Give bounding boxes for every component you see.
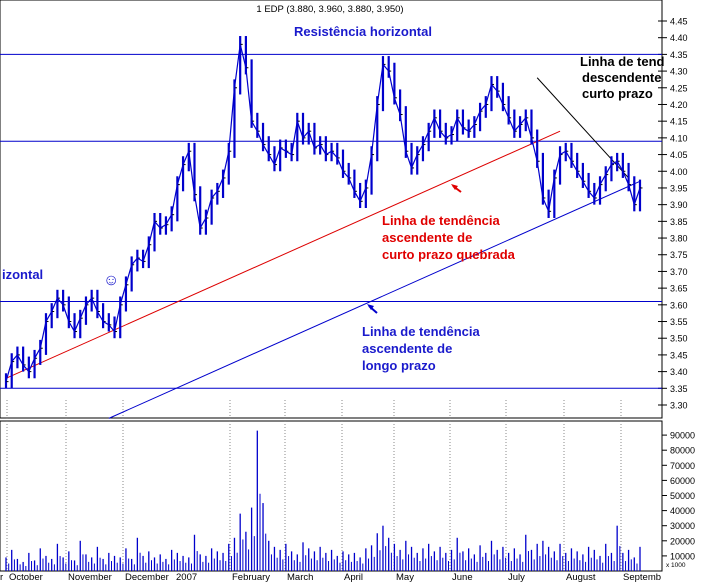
volume-panel — [0, 420, 663, 572]
price-y-axis: 4.45 4.40 4.35 4.30 4.25 4.20 4.15 4.10 4.05 4.00… — [658, 17, 688, 411]
price-tick-label: 4.45 — [670, 17, 688, 27]
month-label: March — [287, 572, 313, 582]
x-axis: r October November December 2007 February Marc… — [0, 400, 661, 582]
price-tick-label: 3.50 — [670, 334, 688, 344]
price-tick-label: 4.20 — [670, 100, 688, 110]
short-trend-label-1: Linha de tendência — [382, 213, 501, 228]
trend-lines — [5, 77, 641, 419]
volume-tick-label: 50000 — [670, 491, 695, 501]
price-tick-label: 3.55 — [670, 317, 688, 327]
short-trend-label-2: ascendente de — [382, 230, 472, 245]
price-tick-label: 4.05 — [670, 150, 688, 160]
month-label: 2007 — [176, 572, 197, 582]
month-label: Septemb — [623, 572, 661, 582]
volume-tick-label: 80000 — [670, 446, 695, 456]
price-tick-label: 4.30 — [670, 67, 688, 77]
long-trend-label-3: longo prazo — [362, 358, 436, 373]
volume-tick-label: 90000 — [670, 431, 695, 441]
short-trend-line — [5, 130, 561, 379]
resistance-label: Resistência horizontal — [294, 24, 432, 39]
volume-tick-label: 30000 — [670, 521, 695, 531]
volume-tick-label: 20000 — [670, 536, 695, 546]
month-label: r — [0, 572, 3, 582]
price-tick-label: 3.90 — [670, 200, 688, 210]
volume-unit-label: x 1000 — [666, 562, 686, 569]
price-panel — [0, 0, 663, 419]
price-tick-label: 4.25 — [670, 83, 688, 93]
price-tick-label: 3.30 — [670, 401, 688, 411]
month-label: May — [396, 572, 414, 582]
month-label: June — [452, 572, 473, 582]
long-trend-label-2: ascendente de — [362, 341, 452, 356]
price-tick-label: 3.35 — [670, 384, 688, 394]
volume-tick-label: 40000 — [670, 506, 695, 516]
month-label: October — [9, 572, 43, 582]
long-trend-line — [108, 180, 641, 419]
red-arrow-icon — [451, 184, 462, 193]
price-tick-label: 4.10 — [670, 133, 688, 143]
price-tick-label: 4.15 — [670, 117, 688, 127]
desc-trend-line — [536, 77, 629, 179]
chart-title: 1 EDP (3.880, 3.960, 3.880, 3.950) — [256, 4, 403, 15]
price-tick-label: 3.70 — [670, 267, 688, 277]
short-trend-label-3: curto prazo quebrada — [382, 247, 516, 262]
price-tick-label: 3.85 — [670, 217, 688, 227]
desc-trend-label-2: descendente — [582, 70, 661, 85]
horizontal-label: izontal — [2, 267, 43, 282]
price-tick-label: 3.95 — [670, 183, 688, 193]
month-label: July — [508, 572, 525, 582]
desc-trend-label-1: Linha de tend — [580, 54, 665, 69]
desc-trend-label-3: curto prazo — [582, 86, 653, 101]
price-tick-label: 3.40 — [670, 367, 688, 377]
volume-series — [5, 430, 641, 571]
price-tick-label: 3.80 — [670, 234, 688, 244]
volume-tick-label: 10000 — [670, 551, 695, 561]
blue-arrow-icon — [367, 304, 378, 314]
volume-tick-label: 60000 — [670, 476, 695, 486]
price-tick-label: 4.35 — [670, 50, 688, 60]
price-series — [4, 36, 643, 389]
price-line — [5, 44, 641, 382]
month-label: November — [68, 572, 112, 582]
price-tick-label: 4.00 — [670, 167, 688, 177]
month-label: April — [344, 572, 363, 582]
horizontal-lines — [0, 53, 662, 389]
month-label: August — [566, 572, 596, 582]
volume-tick-label: 70000 — [670, 461, 695, 471]
smiley-icon: ☺ — [103, 272, 119, 289]
price-tick-label: 3.45 — [670, 350, 688, 360]
price-tick-label: 3.65 — [670, 284, 688, 294]
price-tick-label: 4.40 — [670, 33, 688, 43]
month-label: February — [232, 572, 270, 582]
price-tick-label: 3.60 — [670, 300, 688, 310]
price-tick-label: 3.75 — [670, 250, 688, 260]
volume-y-axis: 90000 80000 70000 60000 50000 40000 30000 20000… — [662, 431, 695, 569]
month-label: December — [125, 572, 169, 582]
long-trend-label-1: Linha de tendência — [362, 324, 481, 339]
